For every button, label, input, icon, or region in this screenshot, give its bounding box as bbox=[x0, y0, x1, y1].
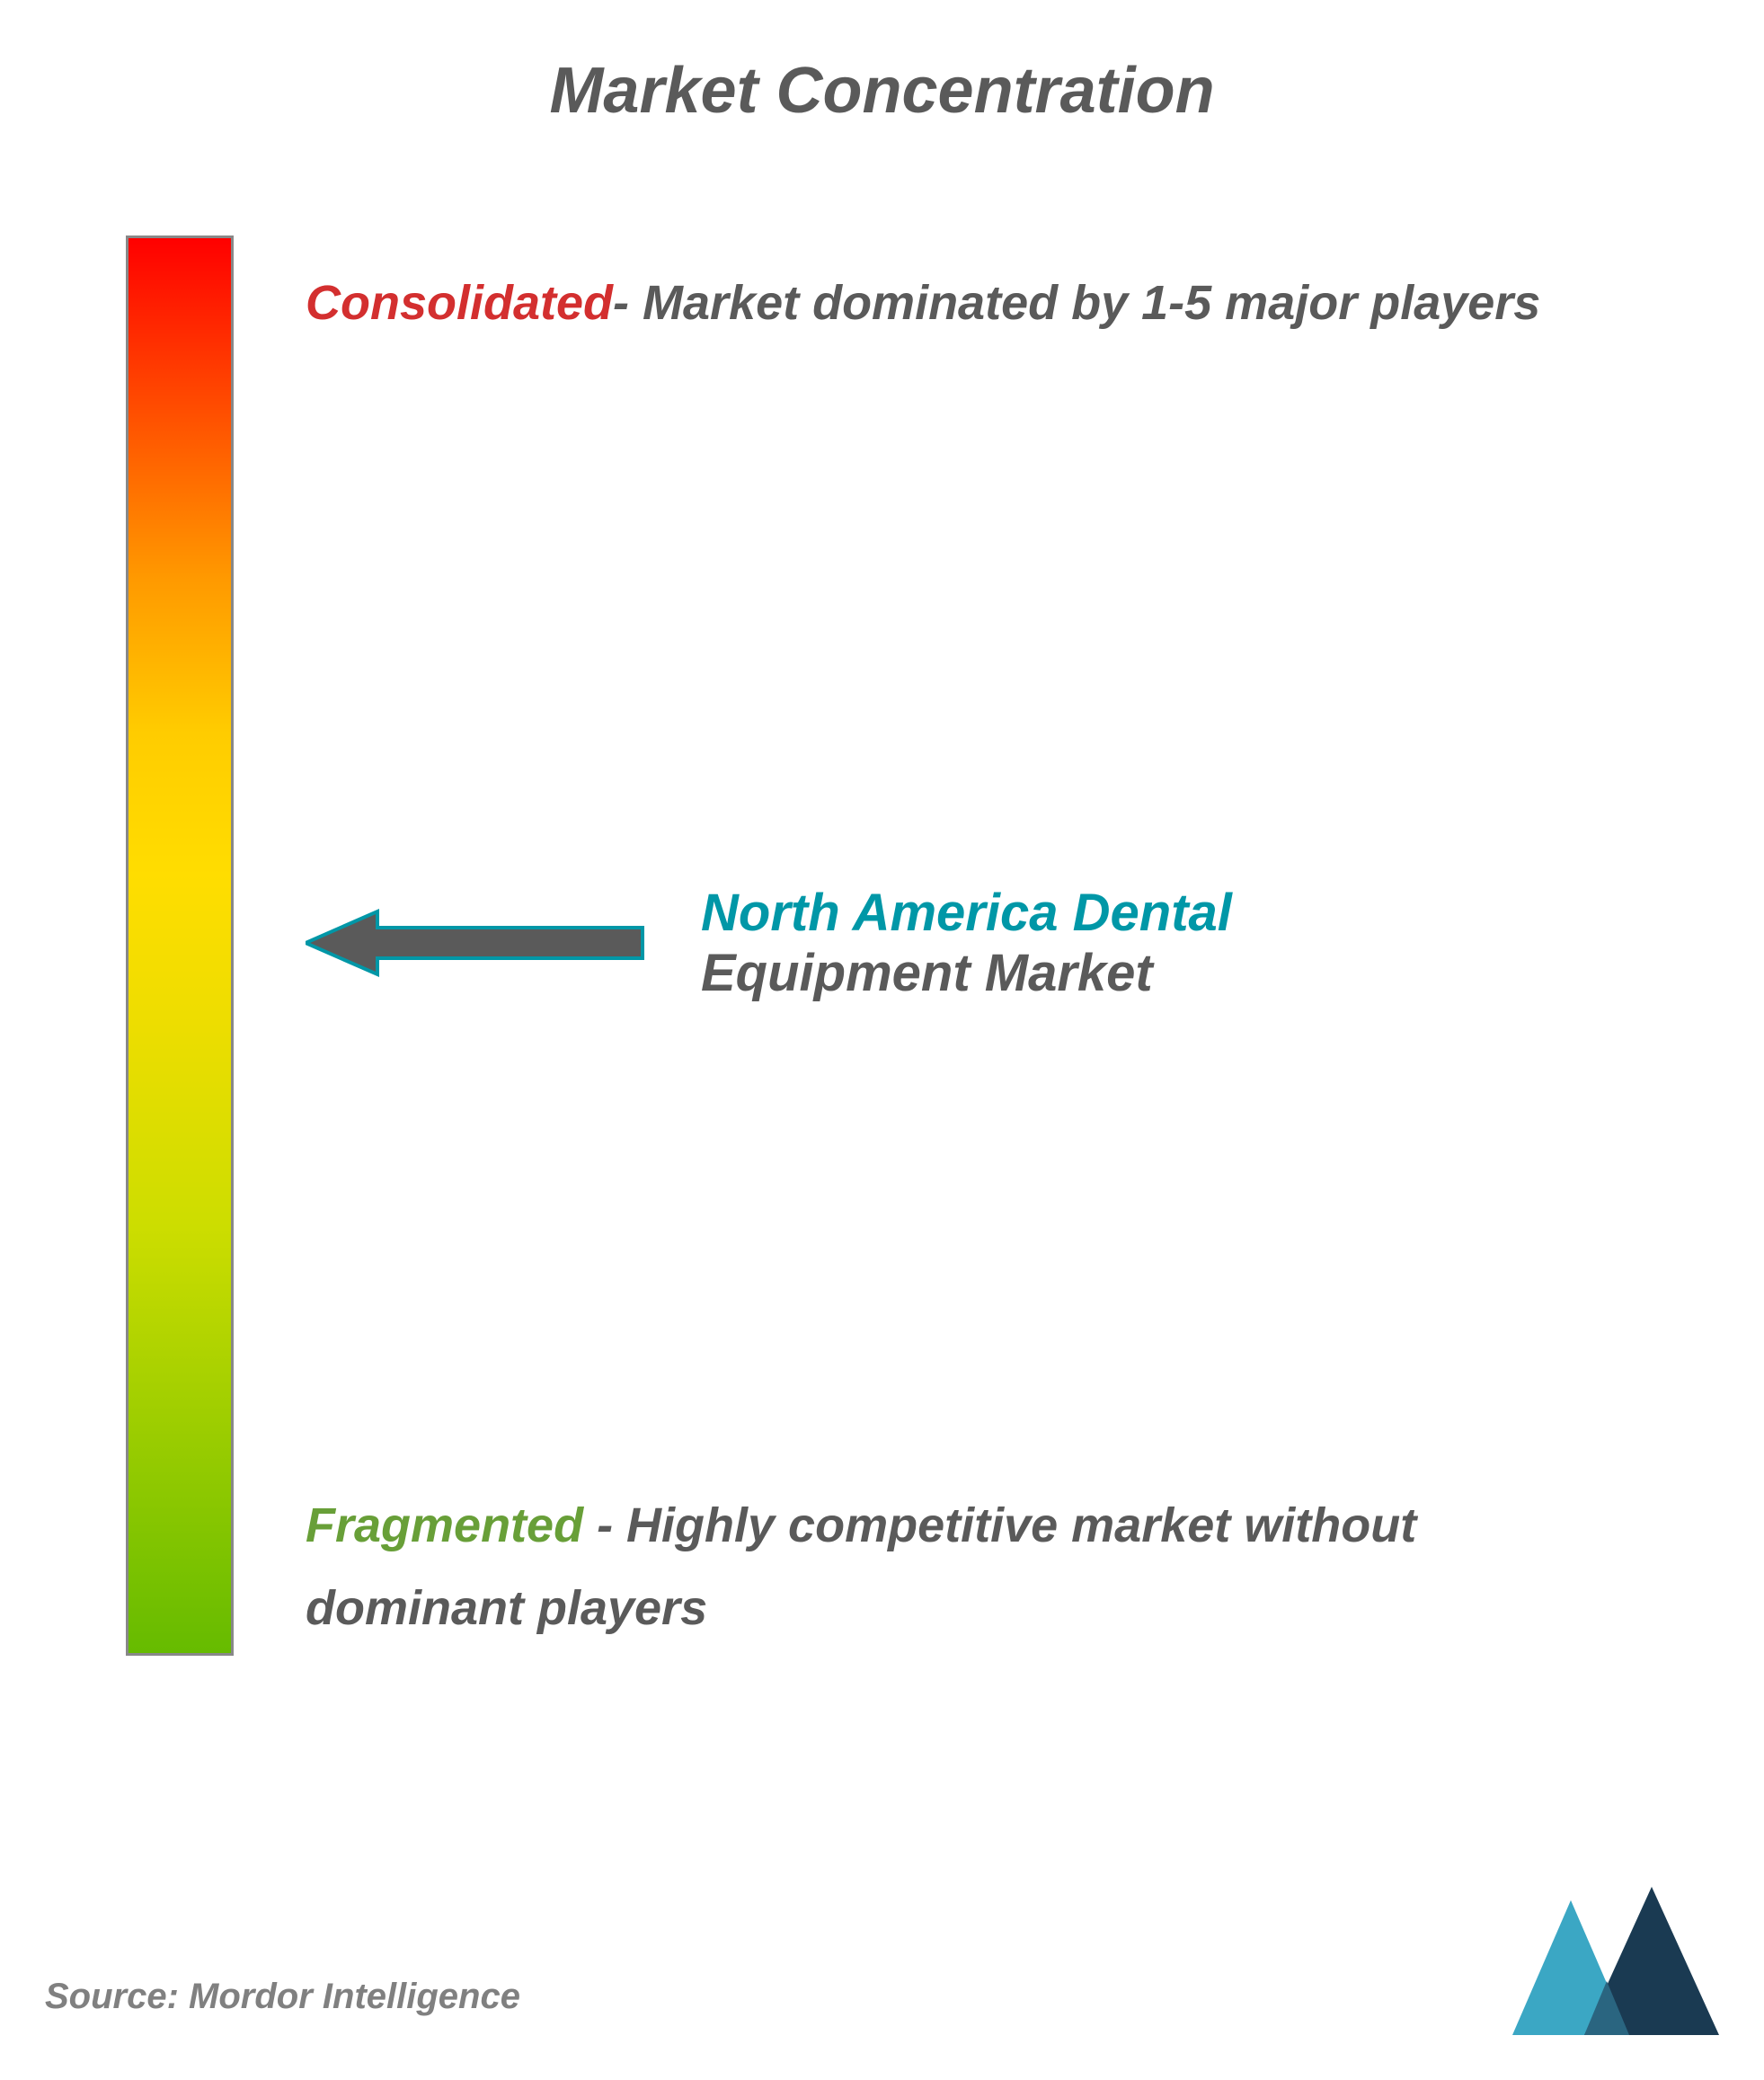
concentration-gradient-bar bbox=[126, 236, 234, 1656]
source-attribution: Source: Mordor Intelligence bbox=[45, 1977, 520, 2017]
fragmented-word: Fragmented bbox=[306, 1498, 583, 1552]
mordor-logo-icon bbox=[1503, 1882, 1728, 2044]
consolidated-word: Consolidated bbox=[306, 276, 613, 330]
fragmented-text: Fragmented - Highly competitive market w… bbox=[306, 1485, 1584, 1650]
main-title: Market Concentration bbox=[72, 54, 1692, 128]
consolidated-text: Consolidated- Market dominated by 1-5 ma… bbox=[306, 262, 1584, 345]
arrow-icon bbox=[306, 902, 647, 983]
labels-container: Consolidated- Market dominated by 1-5 ma… bbox=[306, 236, 1692, 1656]
market-label-highlight: North America Dental bbox=[701, 884, 1232, 942]
consolidated-description: - Market dominated by 1-5 major players bbox=[613, 276, 1540, 330]
market-label-rest: Equipment Market bbox=[701, 944, 1153, 1002]
consolidated-label-section: Consolidated- Market dominated by 1-5 ma… bbox=[306, 262, 1584, 345]
fragmented-label-section: Fragmented - Highly competitive market w… bbox=[306, 1485, 1584, 1650]
market-pointer-section: North America Dental Equipment Market bbox=[306, 883, 1330, 1003]
main-content: Consolidated- Market dominated by 1-5 ma… bbox=[72, 236, 1692, 1656]
market-label: North America Dental Equipment Market bbox=[701, 883, 1330, 1003]
